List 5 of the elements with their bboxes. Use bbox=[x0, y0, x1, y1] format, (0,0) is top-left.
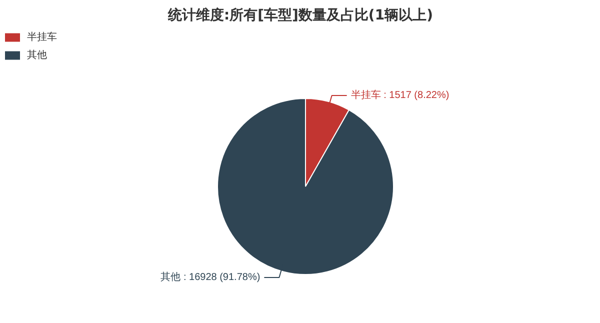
legend-label: 其他 bbox=[27, 48, 47, 62]
legend-label: 半挂车 bbox=[27, 30, 57, 44]
data-label: 其他 : 16928 (91.78%) bbox=[160, 270, 260, 283]
chart-title: 统计维度:所有[车型]数量及占比(1辆以上) bbox=[167, 6, 433, 24]
data-label: 半挂车 : 1517 (8.22%) bbox=[350, 89, 450, 102]
